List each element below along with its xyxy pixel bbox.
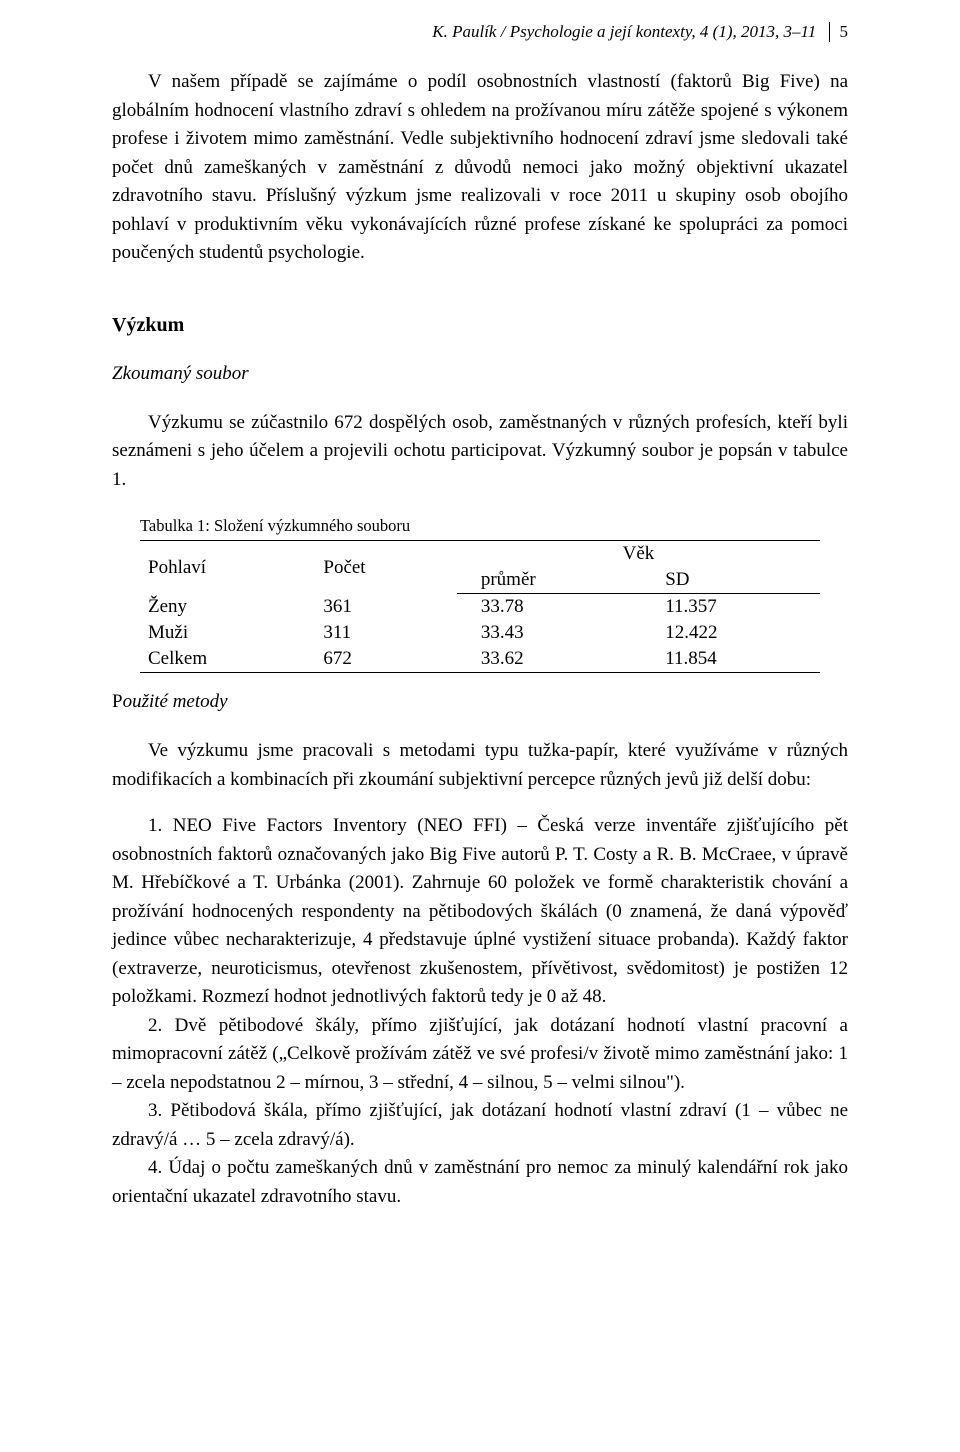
- sample-paragraph: Výzkumu se zúčastnilo 672 dospělých osob…: [112, 409, 848, 495]
- cell-sd: 12.422: [641, 620, 820, 646]
- subhead-methods: oužité metody: [123, 691, 228, 712]
- section-title-vyzkum: Výzkum: [112, 314, 848, 337]
- table-caption: Tabulka 1: Složení výzkumného souboru: [140, 516, 848, 536]
- running-header: K. Paulík / Psychologie a její kontexty,…: [112, 22, 848, 42]
- list-item: 3. Pětibodová škála, přímo zjišťující, j…: [112, 1097, 848, 1154]
- table-row: Ženy 361 33.78 11.357: [140, 594, 820, 621]
- cell-count: 672: [299, 646, 456, 673]
- col-count: Počet: [299, 541, 456, 594]
- cell-gender: Muži: [140, 620, 299, 646]
- table-row: Celkem 672 33.62 11.854: [140, 646, 820, 673]
- header-citation: K. Paulík / Psychologie a její kontexty,…: [432, 22, 816, 41]
- method-1: 1. NEO Five Factors Inventory (NEO FFI) …: [112, 812, 848, 1012]
- cell-gender: Celkem: [140, 646, 299, 673]
- subhead-methods-prefix: P: [112, 691, 123, 712]
- table-header-row-1: Pohlaví Počet Věk: [140, 541, 820, 568]
- method-3: 3. Pětibodová škála, přímo zjišťující, j…: [112, 1097, 848, 1154]
- cell-gender: Ženy: [140, 594, 299, 621]
- cell-count: 361: [299, 594, 456, 621]
- spacer: [112, 794, 848, 812]
- col-mean: průměr: [457, 567, 641, 594]
- table-row: Muži 311 33.43 12.422: [140, 620, 820, 646]
- cell-mean: 33.78: [457, 594, 641, 621]
- cell-count: 311: [299, 620, 456, 646]
- col-sd: SD: [641, 567, 820, 594]
- cell-mean: 33.62: [457, 646, 641, 673]
- list-item: 1. NEO Five Factors Inventory (NEO FFI) …: [112, 812, 848, 1012]
- cell-sd: 11.357: [641, 594, 820, 621]
- list-item: 4. Údaj o počtu zameškaných dnů v zaměst…: [112, 1154, 848, 1211]
- methods-intro: Ve výzkumu jsme pracovali s metodami typ…: [112, 737, 848, 794]
- subhead-sample: Zkoumaný soubor: [112, 363, 848, 385]
- col-age: Věk: [457, 541, 820, 568]
- method-4: 4. Údaj o počtu zameškaných dnů v zaměst…: [112, 1154, 848, 1211]
- list-item: 2. Dvě pětibodové škály, přímo zjišťujíc…: [112, 1012, 848, 1098]
- methods-list: 1. NEO Five Factors Inventory (NEO FFI) …: [112, 812, 848, 1211]
- intro-paragraph: V našem případě se zajímáme o podíl osob…: [112, 68, 848, 268]
- cell-mean: 33.43: [457, 620, 641, 646]
- method-2: 2. Dvě pětibodové škály, přímo zjišťujíc…: [112, 1012, 848, 1098]
- page-container: K. Paulík / Psychologie a její kontexty,…: [0, 0, 960, 1452]
- page-number: 5: [829, 22, 849, 42]
- col-gender: Pohlaví: [140, 541, 299, 594]
- sample-composition-table: Pohlaví Počet Věk průměr SD Ženy 361 33.…: [140, 540, 820, 673]
- cell-sd: 11.854: [641, 646, 820, 673]
